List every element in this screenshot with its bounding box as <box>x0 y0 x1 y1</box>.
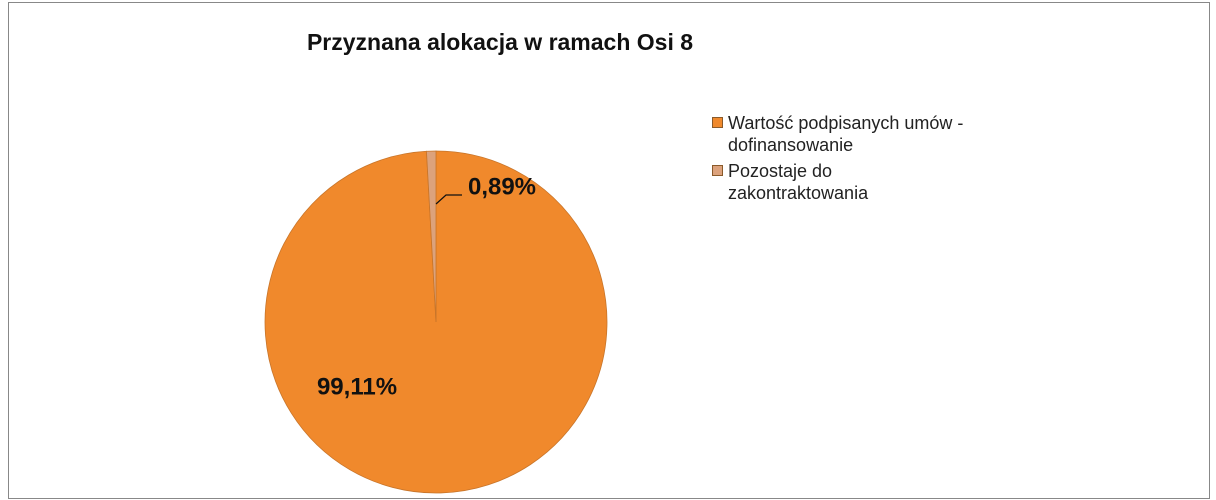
chart-title: Przyznana alokacja w ramach Osi 8 <box>307 29 693 55</box>
legend-item: Pozostaje do zakontraktowania <box>712 160 972 204</box>
pie-slice <box>426 150 437 323</box>
chart-border <box>8 2 1210 499</box>
data-label: 0,89% <box>468 173 536 200</box>
legend-item: Wartość podpisanych umów - dofinansowani… <box>712 112 972 156</box>
legend-swatch <box>712 165 723 176</box>
legend: Wartość podpisanych umów - dofinansowani… <box>712 112 972 208</box>
leader-line <box>435 194 462 205</box>
legend-label: Pozostaje do zakontraktowania <box>728 161 869 203</box>
pie <box>264 150 608 494</box>
legend-swatch <box>712 117 723 128</box>
data-label: 99,11% <box>317 373 397 400</box>
legend-label: Wartość podpisanych umów - dofinansowani… <box>728 113 964 155</box>
